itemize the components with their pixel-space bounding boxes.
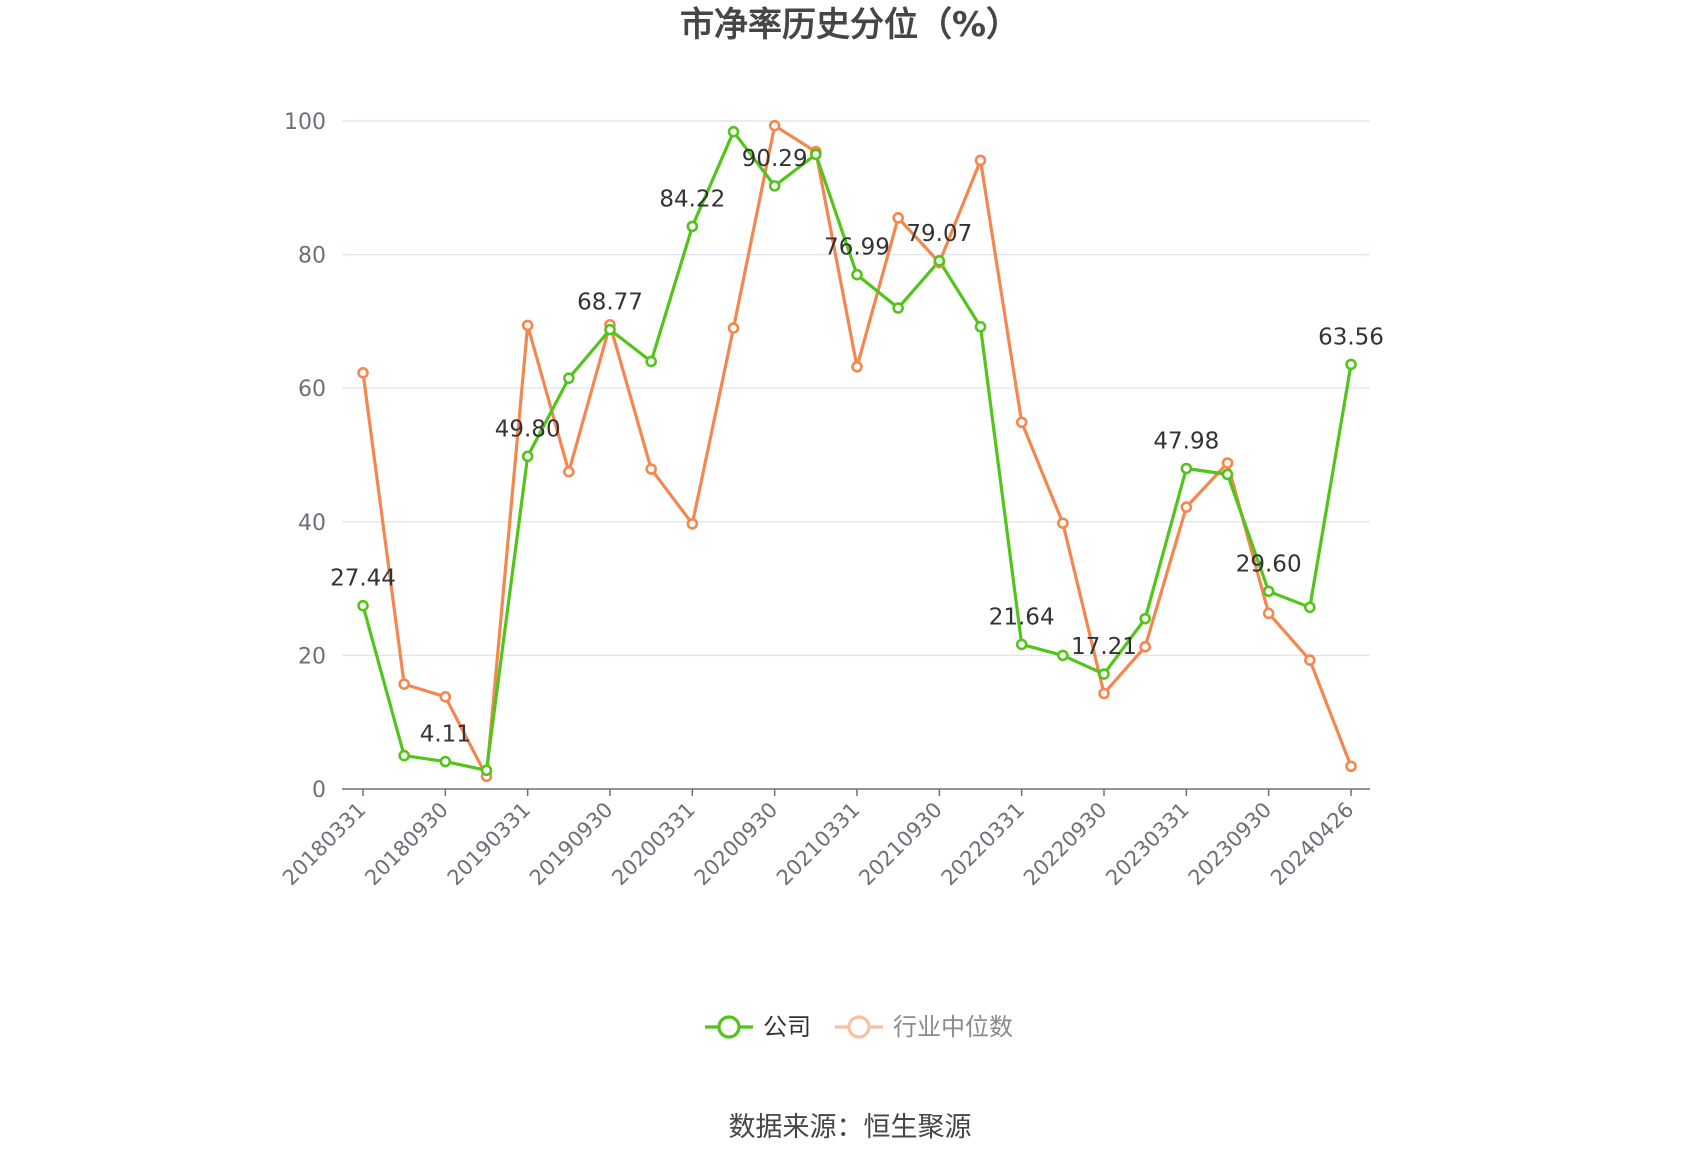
- x-tick-label: 20180331: [278, 798, 371, 891]
- data-point: [1262, 607, 1275, 620]
- data-point: [727, 125, 740, 138]
- series-layer: [357, 119, 1357, 783]
- data-point: [1098, 668, 1110, 680]
- legend-item[interactable]: 公司: [705, 1013, 811, 1041]
- data-point: [1180, 501, 1193, 513]
- data-point: [974, 154, 987, 167]
- data-point: [686, 518, 699, 530]
- legend-label: 行业中位数: [893, 1013, 1013, 1041]
- data-point: [851, 361, 863, 373]
- legend-marker: [847, 1015, 871, 1039]
- grid-lines: [342, 120, 1370, 657]
- data-point: [1180, 462, 1193, 475]
- y-tick-label: 40: [298, 511, 326, 536]
- x-tick-label: 20200930: [690, 798, 783, 891]
- data-point: [727, 322, 740, 334]
- data-point: [480, 764, 493, 777]
- x-tick-label: 20210930: [854, 798, 947, 891]
- data-point: [439, 691, 452, 703]
- data-point: [768, 119, 781, 132]
- y-tick-label: 100: [284, 110, 326, 135]
- data-point: [521, 319, 534, 332]
- x-tick-label: 20180930: [360, 798, 453, 891]
- x-tick-label: 20190331: [443, 798, 536, 891]
- data-point: [398, 678, 410, 690]
- y-tick-label: 0: [312, 778, 326, 803]
- data-point: [1057, 517, 1069, 529]
- data-point: [357, 367, 369, 379]
- data-point: [933, 255, 946, 267]
- data-label: 4.11: [420, 722, 471, 748]
- data-point: [1304, 654, 1316, 666]
- data-point: [892, 302, 904, 314]
- data-point: [398, 749, 410, 762]
- data-point: [1221, 468, 1234, 481]
- x-tick-label: 20220331: [937, 798, 1030, 891]
- y-tick-label: 60: [298, 377, 326, 402]
- data-label: 68.77: [577, 290, 643, 316]
- data-point: [1015, 638, 1028, 651]
- data-point: [563, 465, 575, 478]
- x-tick-label: 20210331: [772, 798, 865, 891]
- data-point: [1304, 601, 1316, 614]
- data-label: 47.98: [1153, 428, 1219, 454]
- x-tick-label: 20220930: [1019, 798, 1112, 891]
- data-point: [851, 268, 863, 281]
- data-label: 76.99: [824, 235, 890, 261]
- data-point: [604, 323, 616, 336]
- legend-label: 公司: [763, 1013, 811, 1041]
- data-label: 63.56: [1318, 324, 1384, 350]
- data-label: 27.44: [330, 566, 396, 592]
- x-tick-label: 20200331: [607, 798, 700, 891]
- data-label: 21.64: [989, 604, 1055, 630]
- data-label: 79.07: [906, 221, 972, 247]
- data-point: [645, 463, 657, 475]
- y-tick-label: 80: [298, 244, 326, 269]
- chart-title: 市净率历史分位（%）: [680, 5, 1020, 45]
- data-point: [1057, 649, 1069, 662]
- data-point: [1139, 612, 1151, 625]
- data-label: 29.60: [1236, 551, 1302, 577]
- y-axis: 0 20 40 60 80 100: [284, 110, 326, 803]
- data-point: [1345, 358, 1357, 371]
- data-point: [1221, 457, 1234, 469]
- x-tick-label: 20190930: [525, 798, 618, 891]
- data-point: [892, 212, 904, 224]
- data-label: 17.21: [1071, 634, 1137, 660]
- data-point: [810, 148, 822, 161]
- data-point: [768, 180, 781, 192]
- data-labels: 27.44 4.11 49.80 68.77 84.22 90.29 76.99 79.07 2…: [330, 146, 1384, 748]
- x-tick-label: 20240426: [1266, 798, 1359, 891]
- data-point: [1139, 640, 1151, 653]
- legend[interactable]: 公司 行业中位数: [705, 1013, 1013, 1041]
- x-tick-label: 20230930: [1184, 798, 1277, 891]
- data-point: [439, 755, 452, 768]
- data-point: [563, 372, 575, 384]
- legend-item[interactable]: 行业中位数: [835, 1013, 1013, 1041]
- data-label: 49.80: [495, 416, 561, 442]
- data-point: [1015, 416, 1028, 429]
- data-point: [1098, 687, 1110, 700]
- data-label: 90.29: [742, 146, 808, 172]
- data-point: [357, 599, 369, 612]
- data-point: [645, 355, 657, 368]
- data-point: [974, 320, 987, 333]
- x-axis: 2018033120180930201903312019093020200331…: [278, 788, 1370, 891]
- data-source: 数据来源：恒生聚源: [729, 1112, 972, 1143]
- y-tick-label: 20: [298, 644, 326, 669]
- data-point: [686, 220, 699, 233]
- data-point: [521, 450, 534, 463]
- legend-marker: [717, 1015, 741, 1039]
- data-point: [1262, 585, 1275, 598]
- data-point: [1345, 760, 1357, 773]
- data-label: 84.22: [659, 186, 725, 212]
- x-tick-label: 20230331: [1101, 798, 1194, 891]
